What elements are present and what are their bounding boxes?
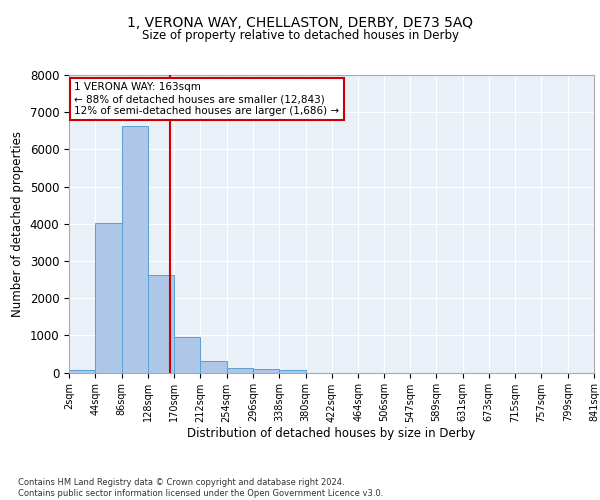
Text: 1, VERONA WAY, CHELLASTON, DERBY, DE73 5AQ: 1, VERONA WAY, CHELLASTON, DERBY, DE73 5… [127,16,473,30]
Bar [95,223,122,372]
Text: Size of property relative to detached houses in Derby: Size of property relative to detached ho… [142,28,458,42]
Bar [200,362,227,372]
Bar [69,370,95,372]
X-axis label: Distribution of detached houses by size in Derby: Distribution of detached houses by size … [187,428,476,440]
Bar [174,337,200,372]
Bar [227,368,253,372]
Bar [148,275,174,372]
Text: 1 VERONA WAY: 163sqm
← 88% of detached houses are smaller (12,843)
12% of semi-d: 1 VERONA WAY: 163sqm ← 88% of detached h… [74,82,340,116]
Y-axis label: Number of detached properties: Number of detached properties [11,130,24,317]
Bar [122,126,148,372]
Bar [279,370,305,372]
Bar [253,370,279,372]
Text: Contains HM Land Registry data © Crown copyright and database right 2024.
Contai: Contains HM Land Registry data © Crown c… [18,478,383,498]
